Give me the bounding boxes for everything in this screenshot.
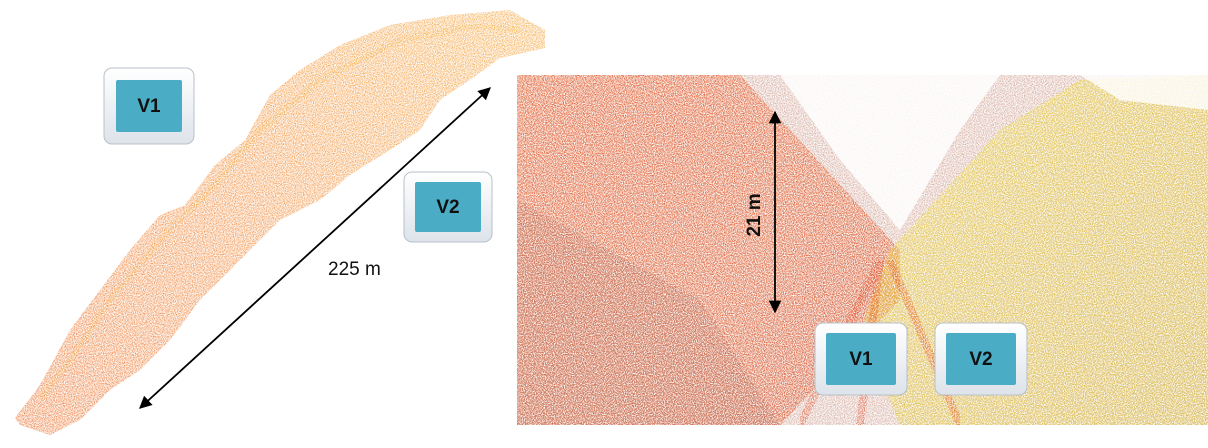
- badge-label: V1: [137, 96, 161, 117]
- badge-label: V1: [849, 349, 873, 370]
- badge-label: V2: [969, 349, 992, 370]
- badge: V1: [103, 67, 195, 145]
- badge: V1: [814, 322, 908, 396]
- height-label: 21 m: [744, 193, 765, 236]
- badge-label: V2: [436, 197, 459, 218]
- distance-label: 225 m: [328, 259, 381, 280]
- badge: V2: [934, 322, 1028, 396]
- distance-arrow: [139, 87, 491, 409]
- badge: V2: [403, 171, 493, 243]
